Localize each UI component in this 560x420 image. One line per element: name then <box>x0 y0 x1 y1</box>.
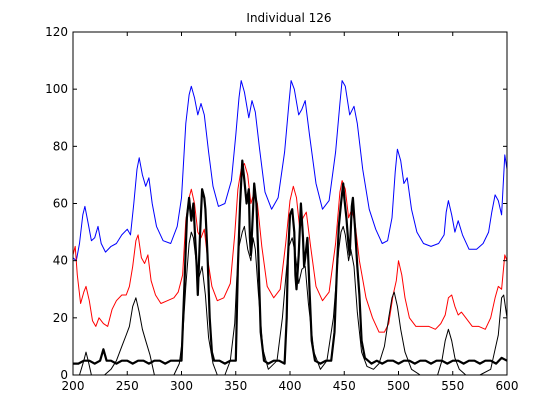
x-tick-label: 450 <box>333 379 356 393</box>
series-line-1 <box>72 80 508 262</box>
y-tick-label: 80 <box>53 139 68 153</box>
x-tick-label: 250 <box>116 379 139 393</box>
x-tick-label: 500 <box>387 379 410 393</box>
x-tick-label: 350 <box>224 379 247 393</box>
y-tick-label: 40 <box>53 254 68 268</box>
y-tick-label: 20 <box>53 311 68 325</box>
series-layer <box>72 80 508 376</box>
y-tick-label: 0 <box>60 368 68 382</box>
y-axis: 0 20 40 60 80 100 120 <box>45 25 507 382</box>
x-tick-label: 200 <box>62 379 85 393</box>
x-axis: 200 250 300 350 400 450 500 550 600 <box>62 32 519 393</box>
y-tick-label: 100 <box>45 82 68 96</box>
chart-title: Individual 126 <box>246 11 331 25</box>
x-tick-label: 550 <box>441 379 464 393</box>
y-tick-label: 120 <box>45 25 68 39</box>
x-tick-label: 400 <box>279 379 302 393</box>
plot-area <box>72 31 508 376</box>
series-line-4 <box>73 159 508 365</box>
x-tick-label: 600 <box>496 379 519 393</box>
x-tick-label: 300 <box>170 379 193 393</box>
y-tick-label: 60 <box>53 197 68 211</box>
series-line-3 <box>73 225 508 376</box>
series-line-2 <box>72 163 508 333</box>
